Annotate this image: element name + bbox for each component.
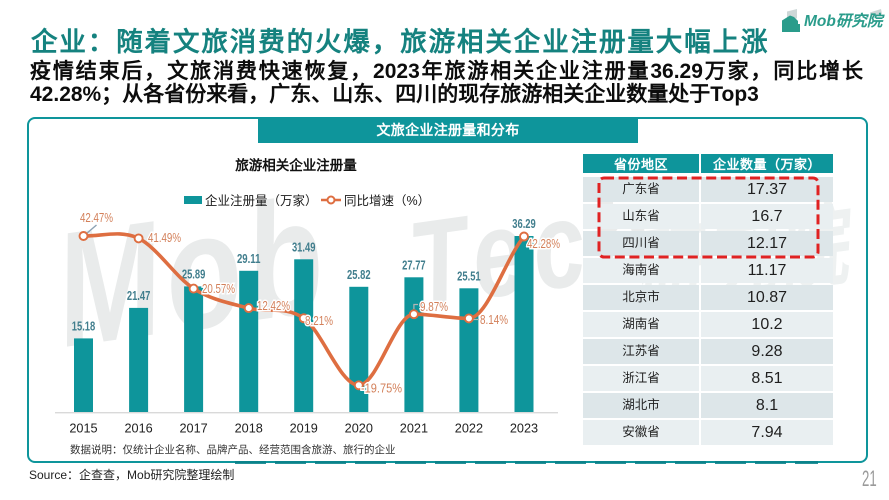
svg-text:42.47%: 42.47% (80, 210, 113, 225)
svg-text:12.42%: 12.42% (257, 298, 290, 313)
svg-text:2015: 2015 (69, 422, 97, 436)
svg-text:8.21%: 8.21% (305, 313, 333, 328)
svg-text:25.89: 25.89 (182, 266, 206, 281)
svg-text:20.57%: 20.57% (202, 281, 235, 296)
svg-text:Mob研究院: Mob研究院 (804, 12, 885, 30)
svg-text:25.82: 25.82 (347, 267, 371, 282)
svg-text:同比增速（%）: 同比增速（%） (344, 193, 430, 208)
svg-text:2017: 2017 (179, 422, 207, 436)
svg-text:36.29: 36.29 (512, 216, 536, 231)
svg-text:15.18: 15.18 (72, 318, 96, 333)
svg-text:27.77: 27.77 (402, 257, 426, 272)
svg-text:2020: 2020 (345, 422, 373, 436)
svg-text:2016: 2016 (124, 422, 152, 436)
svg-text:2021: 2021 (400, 422, 428, 436)
svg-text:2023: 2023 (510, 422, 538, 436)
svg-text:42.28%: 42.28% (527, 236, 560, 251)
svg-text:21.47: 21.47 (127, 288, 151, 303)
svg-text:29.11: 29.11 (237, 251, 261, 266)
svg-text:9.87%: 9.87% (420, 299, 448, 314)
svg-text:2018: 2018 (235, 422, 263, 436)
svg-text:2022: 2022 (455, 422, 483, 436)
svg-text:31.49: 31.49 (292, 239, 316, 254)
svg-text:2019: 2019 (290, 422, 318, 436)
svg-text:企业注册量（万家）: 企业注册量（万家） (205, 193, 318, 208)
svg-text:25.51: 25.51 (457, 268, 481, 283)
svg-text:旅游相关企业注册量: 旅游相关企业注册量 (235, 157, 357, 173)
svg-text:-19.75%: -19.75% (361, 381, 402, 396)
svg-text:8.14%: 8.14% (480, 312, 508, 327)
svg-text:41.49%: 41.49% (148, 230, 181, 245)
